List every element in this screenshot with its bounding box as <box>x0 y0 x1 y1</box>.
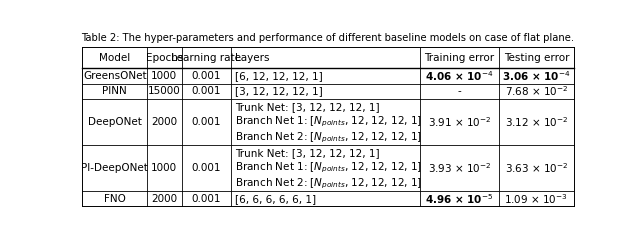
Text: 0.001: 0.001 <box>192 86 221 96</box>
Text: 0.001: 0.001 <box>192 163 221 173</box>
Text: 3.91 × 10$^{−2}$: 3.91 × 10$^{−2}$ <box>428 115 492 129</box>
Text: 0.001: 0.001 <box>192 117 221 127</box>
Text: GreensONet: GreensONet <box>83 71 147 81</box>
Text: 1.09 × 10$^{−3}$: 1.09 × 10$^{−3}$ <box>504 192 568 206</box>
Text: 3.63 × 10$^{−2}$: 3.63 × 10$^{−2}$ <box>504 161 568 175</box>
Text: Epochs: Epochs <box>146 53 183 63</box>
Text: Branch Net 1: [$N_{points}$, 12, 12, 12, 1]: Branch Net 1: [$N_{points}$, 12, 12, 12,… <box>236 115 422 129</box>
Text: 7.68 × 10$^{−2}$: 7.68 × 10$^{−2}$ <box>504 84 568 98</box>
Text: 1000: 1000 <box>151 71 177 81</box>
Text: Table 2: The hyper-parameters and performance of different baseline models on ca: Table 2: The hyper-parameters and perfor… <box>81 33 575 43</box>
Text: Trunk Net: [3, 12, 12, 12, 1]: Trunk Net: [3, 12, 12, 12, 1] <box>236 148 380 158</box>
Text: [6, 12, 12, 12, 1]: [6, 12, 12, 12, 1] <box>236 71 323 81</box>
Text: Training error: Training error <box>424 53 495 63</box>
Text: 3.93 × 10$^{−2}$: 3.93 × 10$^{−2}$ <box>428 161 492 175</box>
Text: PI-DeepONet: PI-DeepONet <box>81 163 148 173</box>
Text: 1000: 1000 <box>151 163 177 173</box>
Text: Layers: Layers <box>236 53 269 63</box>
Text: Learning rate: Learning rate <box>172 53 241 63</box>
Text: 4.06 × 10$^{−4}$: 4.06 × 10$^{−4}$ <box>425 69 493 83</box>
Text: 3.12 × 10$^{−2}$: 3.12 × 10$^{−2}$ <box>504 115 568 129</box>
Text: [6, 6, 6, 6, 6, 1]: [6, 6, 6, 6, 6, 1] <box>236 194 316 204</box>
Text: Branch Net 2: [$N_{points}$, 12, 12, 12, 1]: Branch Net 2: [$N_{points}$, 12, 12, 12,… <box>236 130 422 145</box>
Text: -: - <box>458 86 461 96</box>
Text: Branch Net 1: [$N_{points}$, 12, 12, 12, 1]: Branch Net 1: [$N_{points}$, 12, 12, 12,… <box>236 161 422 175</box>
Text: 4.96 × 10$^{−5}$: 4.96 × 10$^{−5}$ <box>426 192 493 206</box>
Text: 0.001: 0.001 <box>192 71 221 81</box>
Text: 3.06 × 10$^{−4}$: 3.06 × 10$^{−4}$ <box>502 69 570 83</box>
Text: 15000: 15000 <box>148 86 180 96</box>
Text: Branch Net 2: [$N_{points}$, 12, 12, 12, 1]: Branch Net 2: [$N_{points}$, 12, 12, 12,… <box>236 176 422 191</box>
Text: 2000: 2000 <box>151 117 177 127</box>
Text: 2000: 2000 <box>151 194 177 204</box>
Text: [3, 12, 12, 12, 1]: [3, 12, 12, 12, 1] <box>236 86 323 96</box>
Text: Model: Model <box>99 53 131 63</box>
Text: DeepONet: DeepONet <box>88 117 141 127</box>
Text: 0.001: 0.001 <box>192 194 221 204</box>
Text: Testing error: Testing error <box>504 53 569 63</box>
Text: Trunk Net: [3, 12, 12, 12, 1]: Trunk Net: [3, 12, 12, 12, 1] <box>236 102 380 112</box>
Text: PINN: PINN <box>102 86 127 96</box>
Text: FNO: FNO <box>104 194 125 204</box>
